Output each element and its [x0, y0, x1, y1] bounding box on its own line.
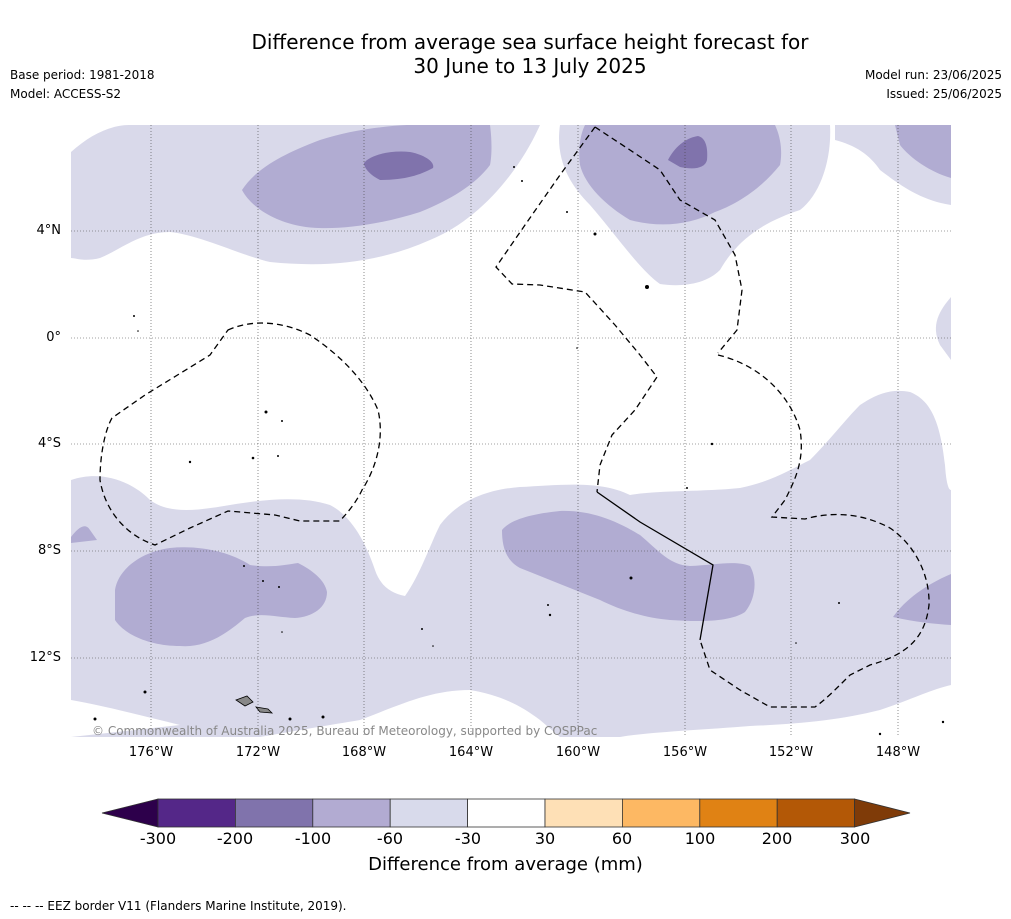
islands	[93, 166, 945, 736]
colorbar-swatch	[389, 798, 469, 828]
colorbar-tick: 30	[534, 829, 556, 848]
chart-title: Difference from average sea surface heig…	[180, 30, 880, 78]
meta-left: Base period: 1981-2018 Model: ACCESS-S2	[10, 66, 155, 104]
colorbar-tick: 60	[611, 829, 633, 848]
colorbar-swatch	[622, 798, 701, 828]
colorbar-tick: 200	[761, 829, 793, 848]
lon-label-148w: 148°W	[875, 745, 921, 760]
base-period: Base period: 1981-2018	[10, 68, 155, 82]
graticule	[71, 125, 951, 737]
lon-label-152w: 152°W	[768, 745, 814, 760]
neutral-holes	[71, 685, 951, 737]
colorbar-swatch	[157, 798, 236, 828]
meta-right: Model run: 23/06/2025 Issued: 25/06/2025	[865, 66, 1002, 104]
issued-date: Issued: 25/06/2025	[886, 87, 1002, 101]
lon-label-172w: 172°W	[235, 745, 281, 760]
sea-level-map	[71, 125, 951, 737]
colorbar-swatch	[776, 798, 856, 828]
colorbar	[101, 798, 911, 828]
colorbar-tick: -200	[216, 829, 254, 848]
lon-label-164w: 164°W	[448, 745, 494, 760]
colorbar-tick: -100	[294, 829, 332, 848]
colorbar-tick: 300	[839, 829, 871, 848]
lon-label-176w: 176°W	[128, 745, 174, 760]
colorbar-tick: -30	[454, 829, 482, 848]
model-name: Model: ACCESS-S2	[10, 87, 122, 101]
anomaly-mid-regions	[71, 125, 951, 647]
eez-solid-border	[596, 491, 714, 641]
colorbar-swatch	[312, 798, 391, 828]
lat-label-4s: 4°S	[37, 436, 61, 451]
title-line-1: Difference from average sea surface heig…	[251, 30, 809, 54]
title-line-2: 30 June to 13 July 2025	[413, 54, 647, 78]
lat-label-4n: 4°N	[36, 223, 62, 238]
colorbar-tick: 100	[684, 829, 716, 848]
samoa-islands	[235, 695, 274, 714]
lat-label-12s: 12°S	[29, 650, 61, 665]
eez-borders	[99, 126, 930, 708]
colorbar-swatch	[699, 798, 778, 828]
colorbar-extend-low	[101, 798, 159, 828]
colorbar-swatch	[234, 798, 314, 828]
colorbar-label: Difference from average (mm)	[368, 854, 643, 875]
colorbar-tick: -60	[376, 829, 404, 848]
colorbar-extend-high	[854, 798, 911, 828]
colorbar-swatch	[544, 798, 623, 828]
model-run: Model run: 23/06/2025	[864, 68, 1002, 82]
lat-label-0: 0°	[46, 330, 61, 345]
lat-label-8s: 8°S	[37, 543, 61, 558]
lon-label-168w: 168°W	[341, 745, 387, 760]
colorbar-tick: -300	[139, 829, 177, 848]
eez-legend-note: -- -- -- EEZ border V11 (Flanders Marine…	[10, 899, 347, 913]
lon-label-156w: 156°W	[662, 745, 708, 760]
colorbar-swatch	[467, 798, 546, 828]
copyright-notice: © Commonwealth of Australia 2025, Bureau…	[92, 724, 598, 738]
anomaly-dark-regions	[364, 136, 708, 180]
lon-label-160w: 160°W	[555, 745, 601, 760]
